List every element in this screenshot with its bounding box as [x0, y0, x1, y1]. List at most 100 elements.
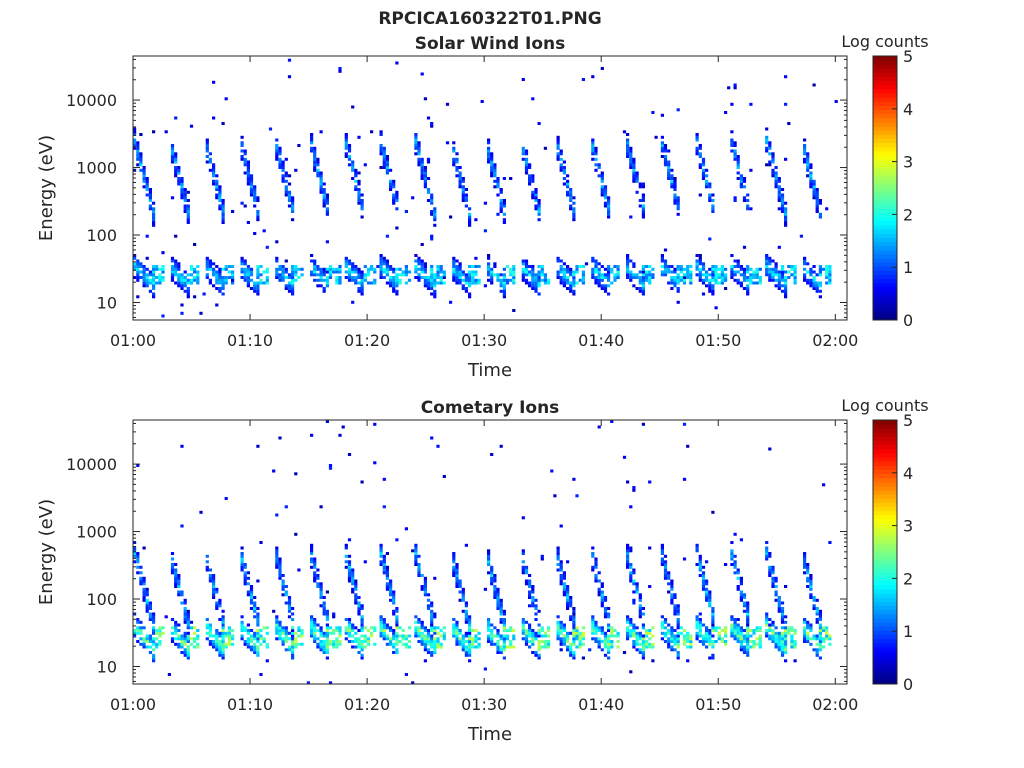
heatmap-cell — [357, 190, 361, 194]
heatmap-cell — [742, 609, 747, 613]
heatmap-cell — [569, 596, 573, 599]
heatmap-cell — [746, 609, 750, 613]
heatmap-cell — [420, 276, 424, 279]
heatmap-cell — [626, 637, 630, 641]
heatmap-cell — [183, 651, 187, 654]
heatmap-cell — [594, 265, 598, 268]
heatmap-cell — [360, 278, 364, 282]
colorbar-segment — [873, 208, 897, 214]
heatmap-cell — [809, 267, 813, 271]
heatmap-cell — [746, 620, 750, 624]
heatmap-cell — [603, 609, 608, 613]
heatmap-cell — [490, 568, 494, 572]
heatmap-cell — [366, 642, 371, 646]
heatmap-cell — [815, 637, 819, 641]
heatmap-cell — [382, 571, 386, 575]
heatmap-cell — [600, 276, 604, 279]
heatmap-cell — [771, 568, 775, 572]
heatmap-cell — [332, 615, 336, 619]
heatmap-cell — [401, 629, 405, 632]
heatmap-cell — [249, 596, 254, 599]
heatmap-cell — [461, 637, 465, 641]
heatmap-cell — [275, 149, 279, 153]
heatmap-cell — [733, 560, 737, 564]
heatmap-cell — [660, 259, 664, 263]
colorbar-segment — [873, 97, 897, 102]
heatmap-cell — [240, 563, 244, 566]
heatmap-cell — [300, 273, 304, 277]
heatmap-cell — [487, 554, 491, 558]
heatmap-cell — [382, 270, 386, 274]
heatmap-cell — [180, 284, 184, 288]
heatmap-cell — [638, 278, 642, 282]
heatmap-cell — [641, 199, 645, 202]
heatmap-cell — [278, 152, 282, 156]
heatmap-cell — [208, 278, 212, 282]
heatmap-cell — [803, 571, 807, 575]
heatmap-cell — [537, 653, 541, 657]
colorbar-segment — [873, 576, 897, 582]
heatmap-cell — [487, 254, 491, 257]
heatmap-cell — [240, 157, 244, 161]
heatmap-cell — [765, 270, 769, 274]
heatmap-cell — [670, 637, 674, 641]
heatmap-cell — [540, 273, 544, 277]
heatmap-cell — [389, 579, 393, 583]
heatmap-cell — [205, 568, 209, 572]
heatmap-cell — [253, 188, 257, 191]
heatmap-cell — [246, 171, 250, 175]
heatmap-cell — [572, 215, 576, 219]
heatmap-cell — [705, 596, 709, 599]
heatmap-cell — [733, 83, 737, 87]
heatmap-cell — [275, 623, 279, 627]
heatmap-cell — [275, 276, 279, 279]
heatmap-cell — [572, 631, 576, 635]
heatmap-cell — [499, 645, 503, 649]
heatmap-cell — [749, 267, 753, 271]
heatmap-cell — [768, 163, 772, 167]
heatmap-cell — [351, 300, 355, 304]
heatmap-cell — [572, 651, 576, 654]
colorbar-segment — [873, 68, 897, 73]
heatmap-cell — [347, 629, 352, 632]
heatmap-cell — [739, 281, 743, 285]
heatmap-cell — [354, 598, 358, 602]
heatmap-cell — [768, 270, 772, 274]
heatmap-cell — [493, 585, 497, 588]
heatmap-cell — [607, 215, 611, 219]
heatmap-cell — [818, 642, 822, 646]
heatmap-cell — [616, 634, 620, 638]
heatmap-cell — [155, 276, 159, 279]
heatmap-cell — [739, 631, 743, 635]
heatmap-cell — [670, 168, 674, 172]
heatmap-cell — [256, 218, 260, 222]
heatmap-cell — [493, 166, 497, 169]
heatmap-cell — [316, 284, 320, 288]
heatmap-cell — [698, 146, 702, 150]
heatmap-cell — [676, 281, 680, 285]
heatmap-cell — [562, 587, 566, 591]
heatmap-cell — [512, 629, 516, 632]
heatmap-cell — [695, 546, 699, 550]
colorbar-segment — [873, 593, 897, 598]
heatmap-cell — [455, 576, 459, 580]
heatmap-cell — [490, 574, 494, 577]
heatmap-cell — [215, 188, 219, 191]
heatmap-cell — [695, 543, 699, 547]
heatmap-cell — [562, 171, 566, 175]
heatmap-cell — [417, 273, 421, 277]
heatmap-cell — [136, 571, 140, 575]
heatmap-cell — [663, 620, 668, 624]
heatmap-cell — [651, 276, 655, 279]
heatmap-cell — [433, 278, 437, 282]
heatmap-cell — [746, 270, 750, 274]
heatmap-cell — [594, 620, 598, 624]
heatmap-cell — [534, 289, 538, 293]
heatmap-cell — [629, 149, 633, 153]
heatmap-cell — [793, 659, 797, 663]
heatmap-cell — [793, 276, 797, 279]
heatmap-cell — [626, 618, 630, 621]
heatmap-cell — [461, 179, 465, 183]
heatmap-cell — [575, 267, 579, 271]
colorbar-segment — [873, 564, 897, 569]
